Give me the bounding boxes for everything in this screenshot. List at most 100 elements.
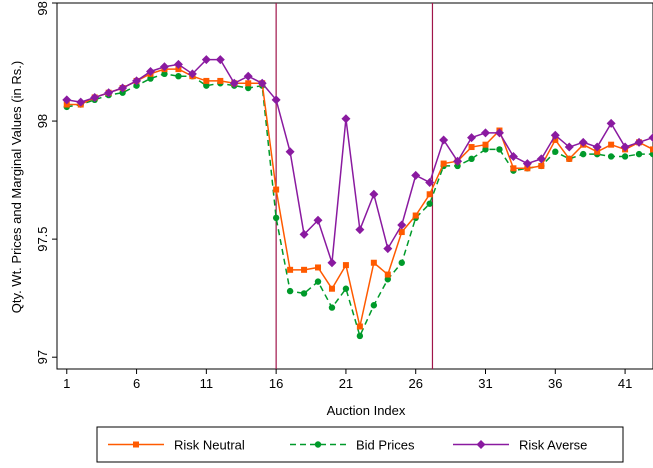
legend-item-bid-prices: Bid Prices bbox=[290, 438, 415, 453]
data-point-bid-prices bbox=[133, 82, 140, 89]
x-tick-label: 11 bbox=[200, 376, 214, 391]
data-point-risk-averse bbox=[383, 244, 393, 254]
data-point-bid-prices bbox=[384, 276, 392, 283]
data-point-bid-prices bbox=[496, 146, 503, 153]
data-point-risk-neutral bbox=[356, 323, 363, 330]
data-point-risk-neutral bbox=[384, 271, 391, 278]
data-point-risk-averse bbox=[341, 114, 351, 124]
data-point-risk-neutral bbox=[566, 155, 573, 162]
data-point-risk-averse bbox=[369, 189, 379, 199]
legend-marker-bid-prices bbox=[314, 441, 322, 448]
data-point-risk-averse bbox=[327, 258, 337, 268]
data-point-risk-averse bbox=[271, 95, 281, 105]
data-point-risk-neutral bbox=[440, 160, 447, 167]
data-point-risk-averse bbox=[481, 128, 491, 138]
data-point-risk-neutral bbox=[370, 259, 377, 266]
x-tick-label: 26 bbox=[408, 376, 422, 391]
data-point-risk-averse bbox=[620, 142, 630, 152]
data-point-bid-prices bbox=[370, 302, 378, 309]
data-point-risk-averse bbox=[411, 170, 421, 180]
y-tick-label: 97.5 bbox=[35, 226, 50, 251]
data-point-risk-averse bbox=[159, 62, 169, 72]
data-point-risk-neutral bbox=[608, 141, 615, 148]
x-axis-title: Auction Index bbox=[327, 403, 406, 418]
y-tick-label: 98.5 bbox=[35, 0, 50, 16]
x-tick-label: 31 bbox=[478, 376, 492, 391]
data-point-bid-prices bbox=[286, 287, 294, 295]
data-point-risk-averse bbox=[215, 55, 225, 65]
x-tick-label: 1 bbox=[63, 376, 70, 391]
data-point-risk-neutral bbox=[538, 162, 545, 169]
data-point-risk-averse bbox=[201, 55, 211, 65]
data-point-bid-prices bbox=[482, 146, 489, 153]
data-point-risk-averse bbox=[132, 76, 142, 86]
data-point-risk-averse bbox=[564, 142, 574, 152]
data-point-bid-prices bbox=[649, 150, 653, 158]
data-point-risk-averse bbox=[508, 151, 518, 161]
plot-frame bbox=[56, 2, 653, 370]
x-tick-label: 21 bbox=[339, 376, 353, 391]
data-point-risk-averse bbox=[467, 133, 477, 143]
x-tick-label: 6 bbox=[133, 376, 140, 391]
data-point-bid-prices bbox=[203, 82, 210, 89]
data-point-bid-prices bbox=[468, 155, 475, 163]
data-point-bid-prices bbox=[552, 148, 559, 155]
data-point-risk-neutral bbox=[63, 101, 70, 108]
data-point-risk-neutral bbox=[650, 146, 653, 153]
x-tick-label: 16 bbox=[269, 376, 283, 391]
data-point-risk-averse bbox=[439, 135, 449, 145]
legend-label-bid-prices: Bid Prices bbox=[356, 438, 415, 453]
data-point-risk-averse bbox=[522, 159, 532, 169]
data-point-risk-averse bbox=[313, 215, 323, 225]
data-point-risk-averse bbox=[76, 97, 86, 107]
data-point-risk-averse bbox=[578, 137, 588, 147]
data-point-risk-neutral bbox=[203, 77, 210, 84]
data-point-bid-prices bbox=[356, 332, 364, 340]
data-point-risk-averse bbox=[606, 118, 616, 128]
series-line-risk-neutral bbox=[66, 68, 653, 327]
data-point-risk-averse bbox=[118, 83, 128, 93]
data-point-risk-averse bbox=[243, 71, 253, 81]
data-point-risk-averse bbox=[453, 156, 463, 166]
legend-label-risk-averse: Risk Averse bbox=[519, 438, 587, 453]
data-point-bid-prices bbox=[398, 259, 405, 266]
data-point-risk-averse bbox=[550, 130, 560, 140]
data-point-bid-prices bbox=[161, 70, 168, 78]
data-point-risk-averse bbox=[592, 142, 602, 152]
legend-label-risk-neutral: Risk Neutral bbox=[174, 438, 245, 453]
data-point-risk-averse bbox=[62, 95, 72, 105]
legend-item-risk-neutral: Risk Neutral bbox=[108, 438, 245, 453]
data-point-bid-prices bbox=[426, 200, 433, 207]
data-point-bid-prices bbox=[328, 304, 336, 311]
legend: Risk Neutral Bid Prices Risk Averse bbox=[96, 426, 624, 463]
data-point-risk-neutral bbox=[412, 212, 419, 219]
data-point-risk-averse bbox=[285, 147, 295, 157]
legend-box bbox=[96, 426, 624, 463]
data-point-risk-neutral bbox=[510, 165, 517, 172]
data-point-risk-averse bbox=[648, 133, 653, 143]
series-bid-prices bbox=[63, 70, 653, 340]
data-point-risk-averse bbox=[355, 225, 365, 235]
data-point-bid-prices bbox=[119, 89, 126, 96]
data-point-risk-averse bbox=[299, 229, 309, 239]
data-point-risk-neutral bbox=[273, 186, 280, 193]
data-point-risk-neutral bbox=[245, 80, 252, 87]
data-point-risk-averse bbox=[257, 78, 267, 88]
data-point-risk-neutral bbox=[342, 262, 349, 269]
data-point-risk-neutral bbox=[524, 165, 531, 172]
x-tick-label: 41 bbox=[618, 376, 632, 391]
data-point-bid-prices bbox=[580, 150, 587, 158]
data-point-risk-averse bbox=[229, 78, 239, 88]
data-point-risk-neutral bbox=[175, 66, 182, 73]
data-point-risk-neutral bbox=[594, 148, 601, 155]
data-point-bid-prices bbox=[621, 153, 629, 160]
data-point-bid-prices bbox=[175, 73, 182, 80]
data-point-bid-prices bbox=[272, 214, 280, 222]
data-point-bid-prices bbox=[300, 290, 308, 297]
data-point-risk-averse bbox=[146, 66, 156, 76]
data-point-risk-neutral bbox=[287, 266, 294, 273]
data-point-risk-averse bbox=[536, 154, 546, 164]
data-point-bid-prices bbox=[147, 75, 154, 82]
data-point-bid-prices bbox=[454, 162, 461, 170]
